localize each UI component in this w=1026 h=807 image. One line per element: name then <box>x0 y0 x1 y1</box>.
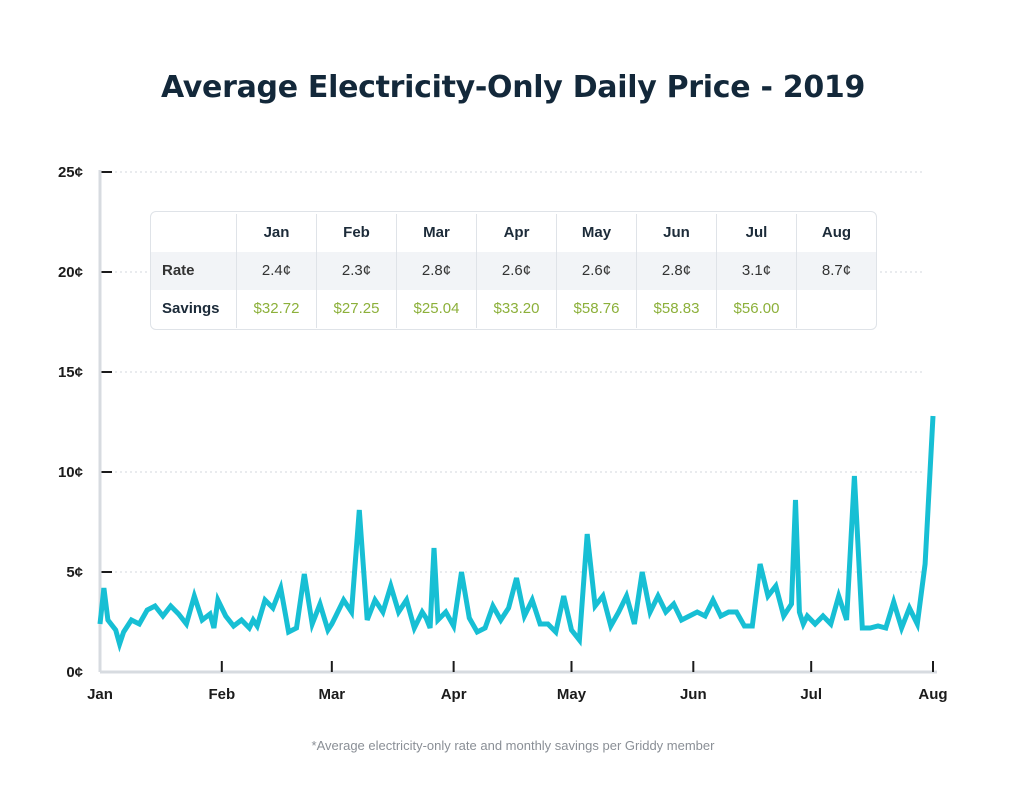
table-header-row: Jan Feb Mar Apr May Jun Jul Aug <box>151 214 876 252</box>
table-header-apr: Apr <box>476 214 556 252</box>
x-tick-label-may: May <box>557 686 587 703</box>
rate-row-label: Rate <box>162 262 195 279</box>
x-tick-label-jun: Jun <box>680 686 707 703</box>
rate-jun: 2.8¢ <box>636 252 716 290</box>
rate-feb: 2.3¢ <box>316 252 396 290</box>
savings-jul: $56.00 <box>716 290 796 328</box>
x-tick-label-mar: Mar <box>318 686 345 703</box>
table-row-rate: Rate 2.4¢ 2.3¢ 2.8¢ 2.6¢ 2.6¢ 2.8¢ 3.1¢ … <box>151 252 876 290</box>
rate-jul: 3.1¢ <box>716 252 796 290</box>
y-tick-label-1: 5¢ <box>66 564 83 581</box>
rate-aug: 8.7¢ <box>796 252 876 290</box>
series-layer <box>97 415 936 653</box>
y-tick-label-2: 10¢ <box>58 464 83 481</box>
rate-apr: 2.6¢ <box>476 252 556 290</box>
x-tick-label-aug: Aug <box>918 686 947 703</box>
table-header-corner <box>151 214 236 252</box>
table-header-jan: Jan <box>236 214 316 252</box>
savings-apr: $33.20 <box>476 290 556 328</box>
savings-jan: $32.72 <box>236 290 316 328</box>
rate-mar: 2.8¢ <box>396 252 476 290</box>
savings-row-label: Savings <box>162 300 220 317</box>
table-header-aug: Aug <box>796 214 876 252</box>
table-row-savings: Savings $32.72 $27.25 $25.04 $33.20 $58.… <box>151 290 876 328</box>
y-tick-label-3: 15¢ <box>58 364 83 381</box>
rate-jan: 2.4¢ <box>236 252 316 290</box>
rate-may: 2.6¢ <box>556 252 636 290</box>
rate-savings-table: Jan Feb Mar Apr May Jun Jul Aug Rate 2.4… <box>150 211 877 330</box>
table-header-may: May <box>556 214 636 252</box>
footnote: *Average electricity-only rate and month… <box>311 738 715 753</box>
table-header-feb: Feb <box>316 214 396 252</box>
y-tick-label-4: 20¢ <box>58 264 83 281</box>
y-tick-label-0: 0¢ <box>66 664 83 681</box>
savings-aug <box>796 290 876 328</box>
chart-title: Average Electricity-Only Daily Price - 2… <box>160 70 866 105</box>
y-tick-label-5: 25¢ <box>58 164 83 181</box>
savings-may: $58.76 <box>556 290 636 328</box>
x-tick-label-jan: Jan <box>87 686 113 703</box>
table-header-jul: Jul <box>716 214 796 252</box>
x-tick-label-jul: Jul <box>800 686 822 703</box>
savings-mar: $25.04 <box>396 290 476 328</box>
price-series-line <box>97 415 936 653</box>
table-header-mar: Mar <box>396 214 476 252</box>
x-tick-label-apr: Apr <box>441 686 467 703</box>
savings-feb: $27.25 <box>316 290 396 328</box>
table-header-jun: Jun <box>636 214 716 252</box>
savings-jun: $58.83 <box>636 290 716 328</box>
x-tick-label-feb: Feb <box>208 686 235 703</box>
axes: 0¢5¢10¢15¢20¢25¢Jan Feb Mar Apr May Jun Jul Aug <box>58 164 948 703</box>
